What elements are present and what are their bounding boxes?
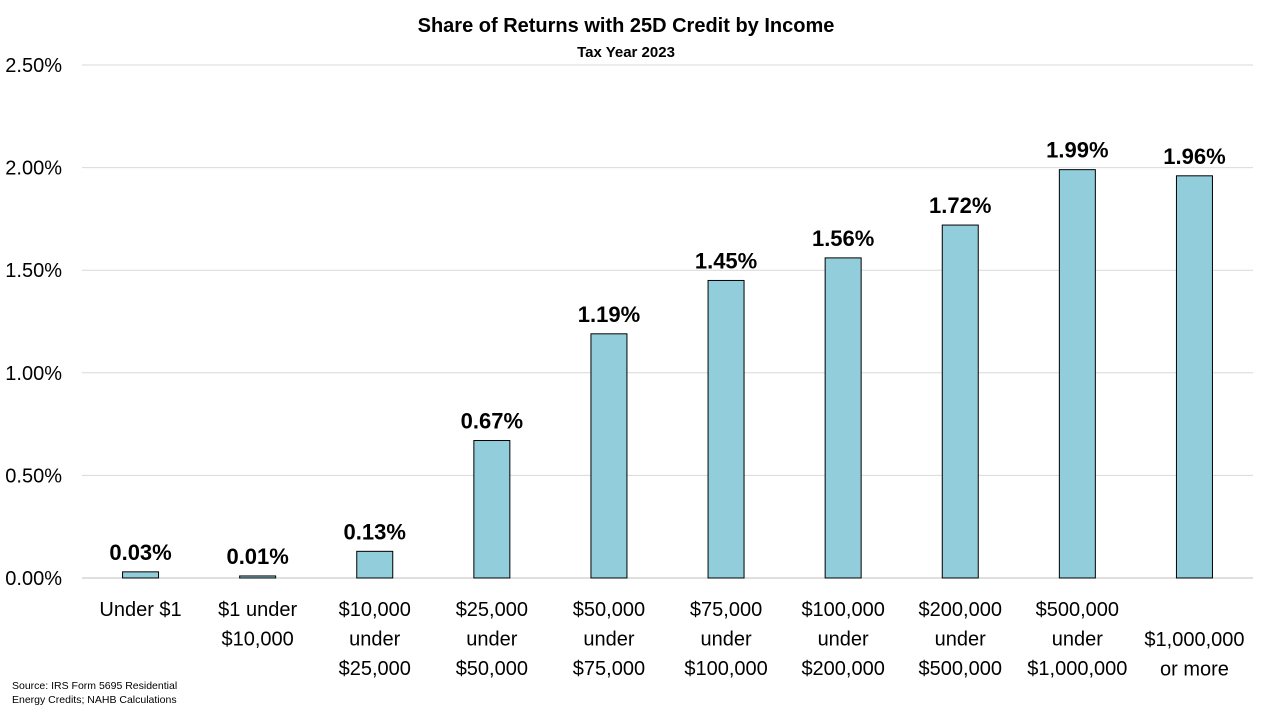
x-tick-label: $500,000 under $1,000,000 — [1027, 599, 1127, 680]
bar — [239, 575, 277, 579]
x-tick-label: Under $1 — [99, 599, 181, 621]
y-axis-ticks: 0.00% 0.50% 1.00% 1.50% 2.00% 2.50% — [5, 55, 62, 590]
x-tick-label: $1,000,000 or more — [1144, 629, 1244, 681]
x-tick-label: $200,000 under $500,000 — [919, 599, 1002, 680]
y-tick-label: 2.00% — [5, 158, 62, 180]
data-label: 0.03% — [109, 540, 171, 565]
bar — [1175, 175, 1213, 579]
x-tick-label: $10,000 under $25,000 — [339, 599, 411, 680]
x-axis-ticks: Under $1 $1 under $10,000 $10,000 under $25,0… — [99, 599, 1244, 681]
chart-subtitle: Tax Year 2023 — [577, 44, 675, 61]
bar — [590, 333, 628, 579]
y-tick-label: 0.50% — [5, 465, 62, 487]
bars — [122, 169, 1213, 579]
x-tick-label: $1 under $10,000 — [218, 599, 297, 651]
bar — [941, 224, 979, 579]
data-label: 0.67% — [461, 409, 523, 434]
data-label: 1.19% — [578, 302, 640, 327]
bar — [1058, 169, 1096, 579]
x-tick-label: $25,000 under $50,000 — [456, 599, 528, 680]
bar — [356, 550, 394, 579]
x-tick-label: $100,000 under $200,000 — [801, 599, 884, 680]
data-label: 0.13% — [344, 519, 406, 544]
bar — [122, 571, 160, 579]
x-tick-label: $75,000 under $100,000 — [684, 599, 767, 680]
data-label: 1.96% — [1163, 144, 1225, 169]
data-label: 1.72% — [929, 193, 991, 218]
gridlines — [82, 64, 1253, 579]
y-tick-label: 1.00% — [5, 363, 62, 385]
bar — [824, 257, 862, 579]
y-tick-label: 1.50% — [5, 260, 62, 282]
y-tick-label: 2.50% — [5, 55, 62, 77]
source-note: Source: IRS Form 5695 Residential Energy… — [12, 680, 178, 706]
data-labels: 0.03% 0.01% 0.13% 0.67% 1.19% 1.45% 1.56% 1.72%… — [109, 138, 1225, 569]
data-label: 1.45% — [695, 248, 757, 273]
bar — [707, 279, 745, 579]
x-tick-label: $50,000 under $75,000 — [573, 599, 645, 680]
data-label: 1.56% — [812, 226, 874, 251]
data-label: 1.99% — [1046, 138, 1108, 163]
y-tick-label: 0.00% — [5, 568, 62, 590]
bar — [473, 440, 511, 579]
data-label: 0.01% — [226, 544, 288, 569]
chart-title: Share of Returns with 25D Credit by Inco… — [418, 15, 835, 37]
